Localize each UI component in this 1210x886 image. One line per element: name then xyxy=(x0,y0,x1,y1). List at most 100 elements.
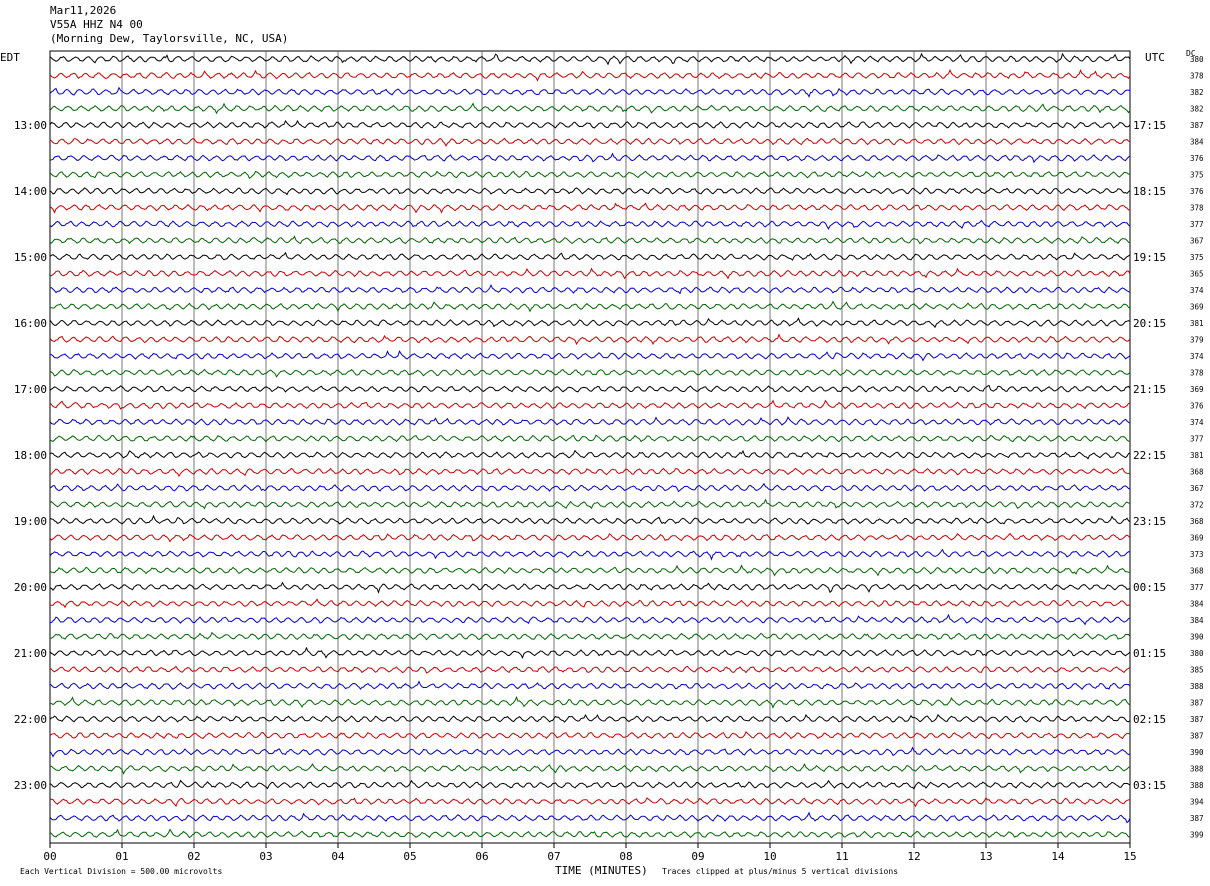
seismic-trace xyxy=(49,219,1131,230)
dc-offset-label: 384 xyxy=(1190,616,1204,625)
dc-offset-label: 387 xyxy=(1190,715,1204,724)
dc-offset-label: 381 xyxy=(1190,319,1204,328)
seismic-trace xyxy=(49,646,1131,659)
seismic-trace xyxy=(50,631,1131,641)
seismic-trace xyxy=(49,416,1131,426)
seismic-trace xyxy=(49,796,1131,808)
seismic-trace xyxy=(49,548,1131,561)
dc-offset-label: 382 xyxy=(1190,88,1204,97)
dc-offset-label: 384 xyxy=(1190,138,1204,147)
seismic-trace xyxy=(49,564,1131,577)
x-tick-label: 06 xyxy=(475,850,488,863)
x-tick-label: 13 xyxy=(979,850,992,863)
dc-offset-label: 379 xyxy=(1190,336,1204,345)
left-hour-label: 20:00 xyxy=(14,581,47,594)
seismic-trace xyxy=(49,235,1131,245)
dc-offset-label: 374 xyxy=(1190,418,1204,427)
dc-offset-label: 369 xyxy=(1190,534,1204,543)
x-tick-label: 11 xyxy=(835,850,848,863)
dc-offset-label: 365 xyxy=(1190,270,1204,279)
right-hour-label: 00:15 xyxy=(1133,581,1166,594)
date-label: Mar11,2026 xyxy=(50,4,117,17)
seismic-trace xyxy=(49,514,1131,525)
seismic-trace xyxy=(49,187,1131,196)
dc-offset-label: 376 xyxy=(1190,187,1204,196)
left-timezone-label: EDT xyxy=(0,51,20,64)
left-hour-label: 21:00 xyxy=(14,647,47,660)
dc-offset-label: 385 xyxy=(1190,666,1204,675)
right-hour-label: 19:15 xyxy=(1133,251,1166,264)
seismic-trace xyxy=(49,482,1131,493)
seismic-trace xyxy=(49,170,1131,180)
right-hour-label: 02:15 xyxy=(1133,713,1166,726)
seismic-trace xyxy=(49,581,1131,594)
left-hour-label: 23:00 xyxy=(14,779,47,792)
x-tick-label: 00 xyxy=(43,850,56,863)
left-hour-label: 15:00 xyxy=(14,251,47,264)
seismic-trace xyxy=(49,680,1131,690)
right-timezone-label: UTC xyxy=(1145,51,1165,64)
dc-offset-label: 376 xyxy=(1190,402,1204,411)
dc-offset-label: 378 xyxy=(1190,204,1204,213)
dc-offset-label: 387 xyxy=(1190,699,1204,708)
seismic-trace xyxy=(49,498,1131,510)
x-tick-label: 07 xyxy=(547,850,560,863)
seismic-trace xyxy=(49,102,1131,115)
right-hour-label: 03:15 xyxy=(1133,779,1166,792)
right-hour-label: 18:15 xyxy=(1133,185,1166,198)
dc-offset-label: 387 xyxy=(1190,732,1204,741)
dc-offset-label: 388 xyxy=(1190,781,1204,790)
left-hour-label: 22:00 xyxy=(14,713,47,726)
x-tick-label: 04 xyxy=(331,850,345,863)
seismic-trace xyxy=(49,251,1131,261)
seismic-trace xyxy=(49,828,1131,839)
clip-note: Traces clipped at plus/minus 5 vertical … xyxy=(662,867,899,876)
seismic-trace xyxy=(49,350,1131,362)
seismic-trace xyxy=(49,746,1131,758)
seismic-trace xyxy=(49,449,1131,460)
dc-offset-label: 399 xyxy=(1190,831,1204,840)
dc-offset-label: 380 xyxy=(1190,55,1204,64)
seismic-trace xyxy=(49,811,1131,824)
x-axis-label: TIME (MINUTES) xyxy=(555,864,648,877)
seismic-trace xyxy=(49,762,1131,775)
seismic-trace xyxy=(49,317,1131,329)
left-hour-label: 16:00 xyxy=(14,317,47,330)
x-tick-label: 05 xyxy=(403,850,416,863)
seismic-trace xyxy=(49,467,1130,478)
left-hour-label: 13:00 xyxy=(14,119,47,132)
dc-offset-label: 368 xyxy=(1190,468,1204,477)
seismic-trace xyxy=(49,696,1131,709)
dc-offset-label: 378 xyxy=(1190,369,1204,378)
right-hour-label: 23:15 xyxy=(1133,515,1166,528)
dc-offset-label: 369 xyxy=(1190,385,1204,394)
left-hour-label: 19:00 xyxy=(14,515,47,528)
seismic-trace xyxy=(49,713,1131,723)
seismic-trace xyxy=(49,119,1131,129)
dc-offset-label: 388 xyxy=(1190,682,1204,691)
seismic-trace xyxy=(49,152,1131,164)
dc-offset-label: 367 xyxy=(1190,237,1204,246)
x-tick-label: 03 xyxy=(259,850,272,863)
x-tick-label: 08 xyxy=(619,850,632,863)
seismic-trace xyxy=(49,532,1131,543)
seismic-trace xyxy=(49,779,1131,790)
dc-offset-label: 375 xyxy=(1190,253,1204,262)
seismic-trace xyxy=(49,86,1131,98)
dc-offset-label: 368 xyxy=(1190,567,1204,576)
seismic-trace xyxy=(49,434,1131,443)
dc-offset-label: 380 xyxy=(1190,649,1204,658)
seismic-trace xyxy=(49,202,1131,214)
location-label: (Morning Dew, Taylorsville, NC, USA) xyxy=(50,32,289,45)
left-hour-label: 17:00 xyxy=(14,383,47,396)
x-tick-label: 09 xyxy=(691,850,704,863)
dc-offset-label: 390 xyxy=(1190,633,1204,642)
station-label: V55A HHZ N4 00 xyxy=(50,18,143,31)
dc-offset-label: 387 xyxy=(1190,121,1204,130)
dc-offset-label: 384 xyxy=(1190,600,1204,609)
seismic-trace xyxy=(49,665,1131,674)
dc-offset-label: 387 xyxy=(1190,814,1204,823)
seismic-trace xyxy=(49,368,1131,378)
plot-frame xyxy=(49,50,1131,844)
seismic-trace xyxy=(49,598,1131,609)
